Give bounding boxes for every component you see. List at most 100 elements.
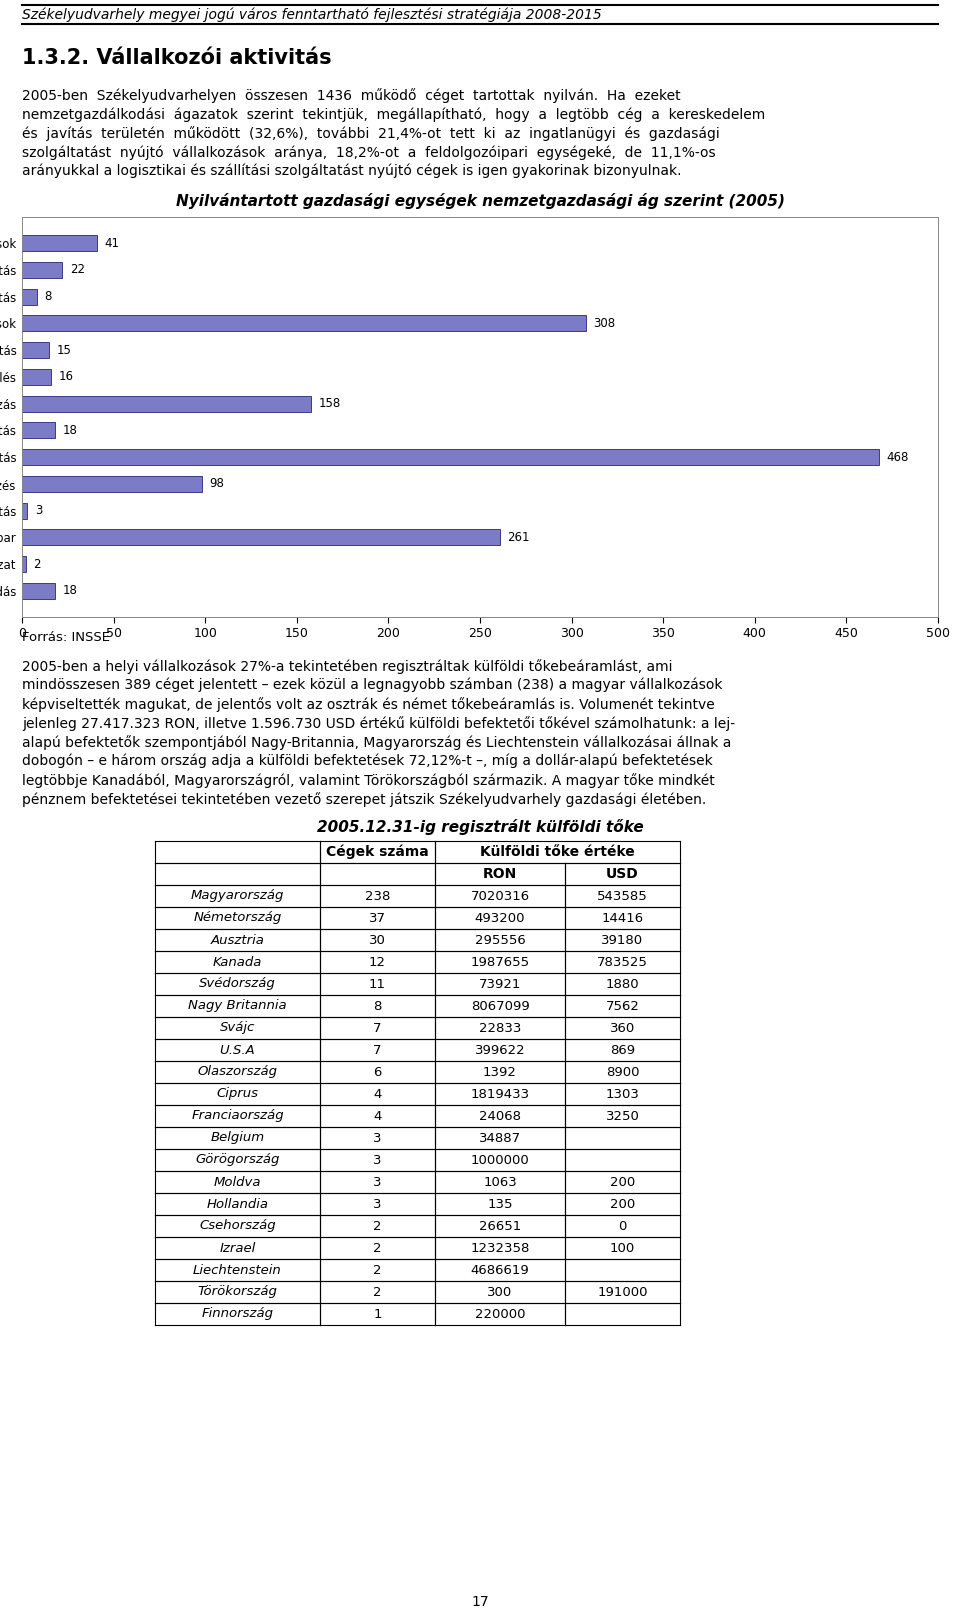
- Text: 6: 6: [373, 1066, 382, 1079]
- Text: 2: 2: [373, 1219, 382, 1232]
- Text: 4: 4: [373, 1110, 382, 1123]
- Text: 2005.12.31-ig regisztrált külföldi tőke: 2005.12.31-ig regisztrált külföldi tőke: [317, 819, 643, 836]
- Text: 399622: 399622: [474, 1044, 525, 1057]
- Text: 200: 200: [610, 1176, 636, 1189]
- Text: 360: 360: [610, 1021, 636, 1034]
- Text: 2005-ben a helyi vállalkozások 27%-a tekintetében regisztráltak külföldi tőkebeá: 2005-ben a helyi vállalkozások 27%-a tek…: [22, 660, 673, 674]
- Bar: [22, 316, 587, 331]
- Text: 12: 12: [369, 955, 386, 968]
- Text: 41: 41: [105, 237, 119, 250]
- Text: 17: 17: [471, 1595, 489, 1610]
- Bar: [22, 582, 55, 598]
- Text: 24068: 24068: [479, 1110, 521, 1123]
- Text: alapú befektetők szempontjából Nagy-Britannia, Magyarország és Liechtenstein vál: alapú befektetők szempontjából Nagy-Brit…: [22, 736, 732, 750]
- Text: 18: 18: [62, 584, 77, 597]
- Text: 39180: 39180: [601, 934, 643, 947]
- Text: 1880: 1880: [606, 977, 639, 990]
- Text: U.S.A: U.S.A: [220, 1044, 255, 1057]
- Bar: [22, 448, 879, 465]
- Text: 1: 1: [373, 1308, 382, 1321]
- Text: 543585: 543585: [597, 889, 648, 903]
- Text: 26651: 26651: [479, 1219, 521, 1232]
- Bar: [22, 342, 50, 358]
- Text: Izrael: Izrael: [220, 1242, 255, 1255]
- Text: 7020316: 7020316: [470, 889, 530, 903]
- Text: 1232358: 1232358: [470, 1242, 530, 1255]
- Text: arányukkal a logisztikai és szállítási szolgáltatást nyújtó cégek is igen gyakor: arányukkal a logisztikai és szállítási s…: [22, 165, 682, 179]
- Text: 261: 261: [508, 531, 530, 544]
- Bar: [22, 556, 26, 573]
- Text: 8067099: 8067099: [470, 1000, 529, 1013]
- Text: jelenleg 27.417.323 RON, illetve 1.596.730 USD értékű külföldi befektetői tőkéve: jelenleg 27.417.323 RON, illetve 1.596.7…: [22, 716, 735, 731]
- Text: 3: 3: [373, 1153, 382, 1166]
- Text: Belgium: Belgium: [210, 1131, 265, 1145]
- Text: 1987655: 1987655: [470, 955, 530, 968]
- Text: Franciaország: Franciaország: [191, 1110, 284, 1123]
- Text: 3: 3: [35, 505, 42, 518]
- Text: 869: 869: [610, 1044, 636, 1057]
- Bar: [22, 235, 97, 252]
- Text: legtöbbje Kanadából, Magyarországról, valamint Törökországból származik. A magya: legtöbbje Kanadából, Magyarországról, va…: [22, 773, 715, 787]
- Text: 8900: 8900: [606, 1066, 639, 1079]
- Text: USD: USD: [606, 868, 638, 881]
- Text: Görögország: Görögország: [195, 1153, 279, 1166]
- Text: Forrás: INSSE: Forrás: INSSE: [22, 631, 110, 644]
- Bar: [22, 261, 62, 277]
- Text: képviseltették magukat, de jelentős volt az osztrák és német tőkebeáramlás is. V: képviseltették magukat, de jelentős volt…: [22, 697, 715, 711]
- Text: 2: 2: [373, 1263, 382, 1276]
- Text: és  javítás  területén  működött  (32,6%),  további  21,4%-ot  tett  ki  az  ing: és javítás területén működött (32,6%), t…: [22, 126, 720, 140]
- Text: 220000: 220000: [475, 1308, 525, 1321]
- Text: szolgáltatást  nyújtó  vállalkozások  aránya,  18,2%-ot  a  feldolgozóipari  egy: szolgáltatást nyújtó vállalkozások arány…: [22, 145, 715, 160]
- Text: dobogón – e három ország adja a külföldi befektetések 72,12%-t –, míg a dollár-a: dobogón – e három ország adja a külföldi…: [22, 753, 712, 768]
- Text: 2: 2: [33, 558, 40, 571]
- Text: Ausztria: Ausztria: [210, 934, 264, 947]
- Bar: [22, 476, 202, 492]
- Text: Törökország: Törökország: [198, 1286, 277, 1298]
- Text: 191000: 191000: [597, 1286, 648, 1298]
- Text: 4: 4: [373, 1087, 382, 1100]
- Text: pénznem befektetései tekintetében vezető szerepet játszik Székelyudvarhely gazda: pénznem befektetései tekintetében vezető…: [22, 792, 707, 806]
- Text: 34887: 34887: [479, 1131, 521, 1145]
- Text: 1392: 1392: [483, 1066, 516, 1079]
- Text: Külföldi tőke értéke: Külföldi tőke értéke: [480, 845, 635, 860]
- Text: Svédország: Svédország: [199, 977, 276, 990]
- Text: 4686619: 4686619: [470, 1263, 529, 1276]
- Text: 3: 3: [373, 1131, 382, 1145]
- Text: 1819433: 1819433: [470, 1087, 530, 1100]
- Text: 0: 0: [618, 1219, 627, 1232]
- Bar: [22, 503, 28, 519]
- Bar: [22, 529, 500, 545]
- Text: 11: 11: [369, 977, 386, 990]
- Text: Ciprus: Ciprus: [217, 1087, 258, 1100]
- Text: Finnország: Finnország: [202, 1308, 274, 1321]
- Text: Moldva: Moldva: [214, 1176, 261, 1189]
- Text: 8: 8: [373, 1000, 382, 1013]
- Bar: [22, 423, 55, 439]
- Text: nemzetgazdálkodási  ágazatok  szerint  tekintjük,  megállapítható,  hogy  a  leg: nemzetgazdálkodási ágazatok szerint teki…: [22, 106, 765, 121]
- Text: Székelyudvarhely megyei jogú város fenntartható fejlesztési stratégiája 2008-201: Székelyudvarhely megyei jogú város fennt…: [22, 6, 602, 21]
- Text: 1.3.2. Vállalkozói aktivitás: 1.3.2. Vállalkozói aktivitás: [22, 48, 331, 68]
- Text: mindösszesen 389 céget jelentett – ezek közül a legnagyobb számban (238) a magya: mindösszesen 389 céget jelentett – ezek …: [22, 677, 723, 692]
- Text: 468: 468: [887, 450, 909, 463]
- Text: Olaszország: Olaszország: [198, 1066, 277, 1079]
- Text: 22833: 22833: [479, 1021, 521, 1034]
- Text: RON: RON: [483, 868, 517, 881]
- Text: Kanada: Kanada: [213, 955, 262, 968]
- Text: Nagy Britannia: Nagy Britannia: [188, 1000, 287, 1013]
- Text: 7562: 7562: [606, 1000, 639, 1013]
- Text: 2005-ben  Székelyudvarhelyen  összesen  1436  működő  céget  tartottak  nyilván.: 2005-ben Székelyudvarhelyen összesen 143…: [22, 89, 681, 103]
- Text: Csehország: Csehország: [199, 1219, 276, 1232]
- Text: 22: 22: [70, 263, 84, 276]
- Text: 295556: 295556: [474, 934, 525, 947]
- Text: 16: 16: [59, 371, 74, 384]
- Text: Liechtenstein: Liechtenstein: [193, 1263, 282, 1276]
- Text: 2: 2: [373, 1242, 382, 1255]
- Bar: [22, 289, 36, 305]
- Text: 8: 8: [44, 290, 51, 303]
- Text: 1303: 1303: [606, 1087, 639, 1100]
- Text: 158: 158: [319, 397, 341, 410]
- Text: Cégek száma: Cégek száma: [326, 845, 429, 860]
- Text: Hollandia: Hollandia: [206, 1197, 269, 1210]
- Text: 15: 15: [57, 344, 72, 356]
- Text: 2: 2: [373, 1286, 382, 1298]
